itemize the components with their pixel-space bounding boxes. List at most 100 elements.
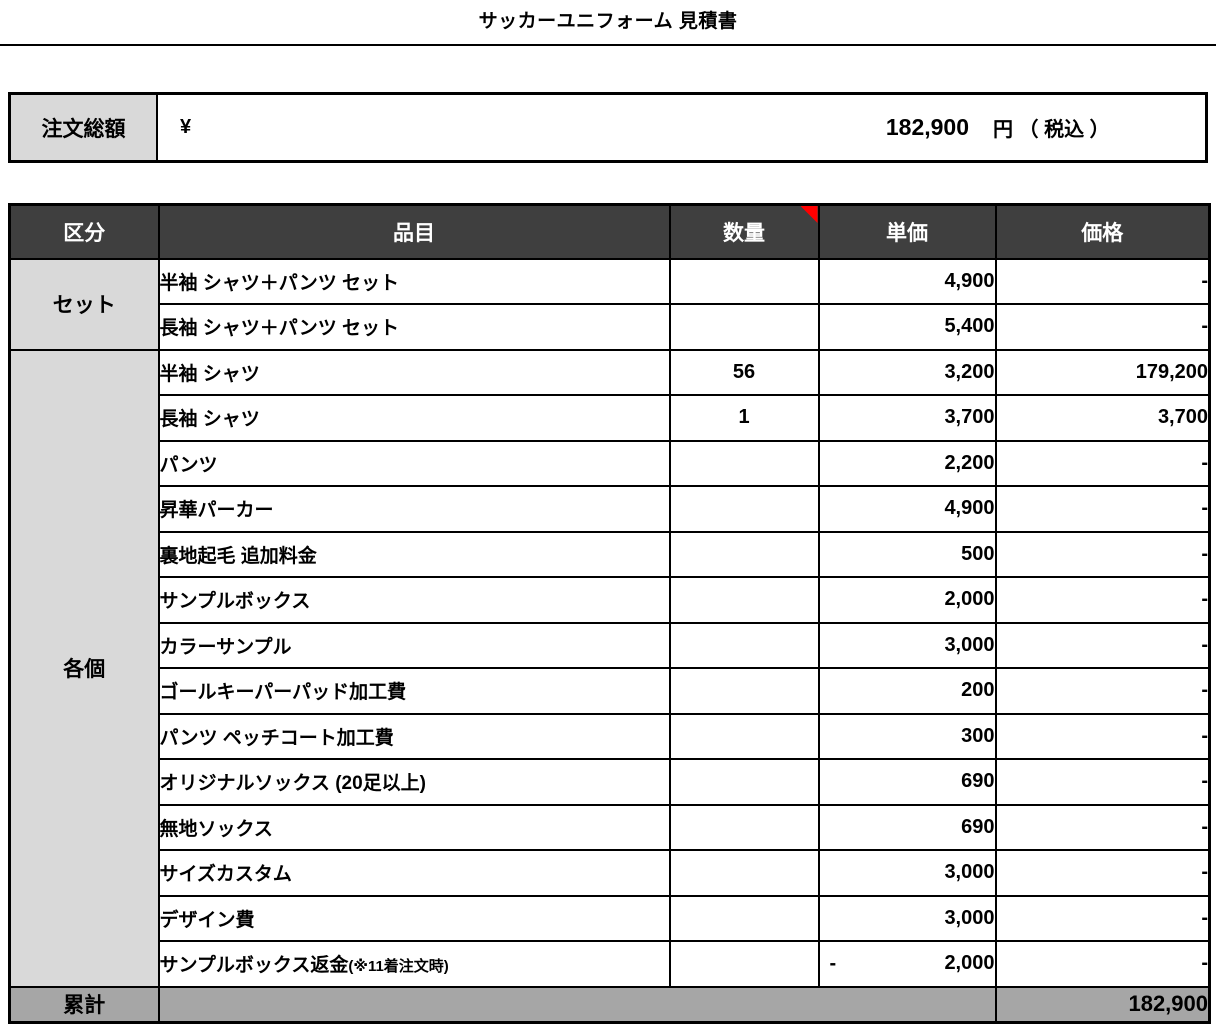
qty-cell[interactable] [668, 758, 820, 806]
table-row: サンプルボックス 2,000 - [10, 576, 1211, 624]
header-category[interactable]: 区分 [8, 203, 160, 260]
header-item[interactable]: 品目 [157, 203, 671, 260]
price-cell[interactable]: - [994, 712, 1211, 760]
qty-cell[interactable]: 56 [668, 348, 820, 396]
unit-price-cell[interactable]: 690 [817, 803, 997, 851]
table-row: カラーサンプル 3,000 - [10, 621, 1211, 669]
price-cell[interactable]: - [994, 894, 1211, 942]
table-row: デザイン費 3,000 - [10, 894, 1211, 942]
qty-cell[interactable] [668, 712, 820, 760]
unit-price-cell[interactable]: 3,700 [817, 394, 997, 442]
qty-cell[interactable] [668, 485, 820, 533]
price-cell[interactable]: - [994, 439, 1211, 487]
unit-price-cell[interactable]: 3,000 [817, 894, 997, 942]
price-cell[interactable]: - [994, 530, 1211, 578]
table-row: 昇華パーカー 4,900 - [10, 485, 1211, 533]
item-cell[interactable]: 長袖 シャツ [157, 394, 671, 442]
qty-cell[interactable] [668, 439, 820, 487]
qty-cell[interactable] [668, 257, 820, 305]
page-title: サッカーユニフォーム 見積書 [478, 11, 738, 32]
order-total-unit-note: 円 （ 税込 ） [993, 119, 1110, 141]
price-cell[interactable]: - [994, 940, 1211, 988]
price-cell[interactable]: 179,200 [994, 348, 1211, 396]
item-label: サンプルボックス返金 [159, 955, 349, 977]
qty-cell[interactable] [668, 803, 820, 851]
item-cell[interactable]: デザイン費 [157, 894, 671, 942]
unit-price-cell[interactable]: 4,900 [817, 257, 997, 305]
price-cell[interactable]: - [994, 758, 1211, 806]
item-cell[interactable]: カラーサンプル [157, 621, 671, 669]
price-cell[interactable]: 3,700 [994, 394, 1211, 442]
header-price[interactable]: 価格 [994, 203, 1211, 260]
item-cell[interactable]: 長袖 シャツ＋パンツ セット [157, 303, 671, 351]
order-total-label: 注文総額 [11, 95, 158, 160]
qty-cell[interactable] [668, 667, 820, 715]
item-cell[interactable]: パンツ [157, 439, 671, 487]
comment-indicator-icon[interactable] [800, 206, 817, 223]
price-cell[interactable]: - [994, 621, 1211, 669]
total-label[interactable]: 累計 [8, 985, 160, 1024]
item-cell[interactable]: ゴールキーパーパッド加工費 [157, 667, 671, 715]
header-qty-label: 数量 [723, 221, 765, 245]
unit-price-value: 2,000 [944, 952, 995, 975]
unit-price-cell[interactable]: 4,900 [817, 485, 997, 533]
negative-sign: - [829, 952, 837, 975]
item-cell[interactable]: 半袖 シャツ＋パンツ セット [157, 257, 671, 305]
table-row: 裏地起毛 追加料金 500 - [10, 530, 1211, 578]
total-spacer [157, 985, 997, 1024]
qty-cell[interactable] [668, 621, 820, 669]
price-cell[interactable]: - [994, 257, 1211, 305]
header-row: 区分 品目 数量 単価 価格 [8, 203, 1211, 260]
header-unit-price[interactable]: 単価 [817, 203, 997, 260]
unit-price-cell[interactable]: 3,200 [817, 348, 997, 396]
price-cell[interactable]: - [994, 576, 1211, 624]
total-row: 累計 182,900 [8, 985, 1211, 1024]
section-individual[interactable]: 各個 [8, 348, 160, 988]
table-row: 各個 半袖 シャツ 56 3,200 179,200 [8, 348, 1211, 988]
qty-cell[interactable]: 1 [668, 394, 820, 442]
item-cell[interactable]: 昇華パーカー [157, 485, 671, 533]
table-row: パンツ ペッチコート加工費 300 - [10, 712, 1211, 760]
qty-cell[interactable] [668, 303, 820, 351]
price-cell[interactable]: - [994, 485, 1211, 533]
table-row: 無地ソックス 690 - [10, 803, 1211, 851]
price-cell[interactable]: - [994, 803, 1211, 851]
unit-price-cell[interactable]: - 2,000 [817, 940, 997, 988]
unit-price-cell[interactable]: 200 [817, 667, 997, 715]
item-cell[interactable]: サンプルボックス返金(※11着注文時) [157, 940, 671, 988]
item-cell[interactable]: サンプルボックス [157, 576, 671, 624]
table-row: セット 半袖 シャツ＋パンツ セット 4,900 - [8, 257, 1211, 351]
item-cell[interactable]: パンツ ペッチコート加工費 [157, 712, 671, 760]
qty-cell[interactable] [668, 530, 820, 578]
price-cell[interactable]: - [994, 303, 1211, 351]
qty-cell[interactable] [668, 940, 820, 988]
order-total-amount: 182,900 [885, 114, 969, 140]
item-cell[interactable]: サイズカスタム [157, 849, 671, 897]
currency-symbol: ¥ [180, 116, 192, 138]
table-row: ゴールキーパーパッド加工費 200 - [10, 667, 1211, 715]
item-cell[interactable]: 無地ソックス [157, 803, 671, 851]
total-value[interactable]: 182,900 [994, 985, 1211, 1024]
qty-cell[interactable] [668, 849, 820, 897]
price-cell[interactable]: - [994, 849, 1211, 897]
unit-price-cell[interactable]: 3,000 [817, 849, 997, 897]
unit-price-cell[interactable]: 2,000 [817, 576, 997, 624]
unit-price-cell[interactable]: 2,200 [817, 439, 997, 487]
unit-price-cell[interactable]: 500 [817, 530, 997, 578]
section-set[interactable]: セット [8, 257, 160, 351]
item-cell[interactable]: オリジナルソックス (20足以上) [157, 758, 671, 806]
item-cell[interactable]: 半袖 シャツ [157, 348, 671, 396]
item-cell[interactable]: 裏地起毛 追加料金 [157, 530, 671, 578]
header-qty[interactable]: 数量 [668, 203, 820, 260]
qty-cell[interactable] [668, 894, 820, 942]
table-row: 長袖 シャツ＋パンツ セット 5,400 - [10, 303, 1211, 351]
order-total-strip: 注文総額 ¥ 182,900 円 （ 税込 ） [8, 92, 1208, 163]
unit-price-cell[interactable]: 3,000 [817, 621, 997, 669]
price-cell[interactable]: - [994, 667, 1211, 715]
order-total-value-cell[interactable]: ¥ 182,900 円 （ 税込 ） [158, 95, 1205, 160]
unit-price-cell[interactable]: 690 [817, 758, 997, 806]
table-row: サイズカスタム 3,000 - [10, 849, 1211, 897]
qty-cell[interactable] [668, 576, 820, 624]
unit-price-cell[interactable]: 5,400 [817, 303, 997, 351]
unit-price-cell[interactable]: 300 [817, 712, 997, 760]
